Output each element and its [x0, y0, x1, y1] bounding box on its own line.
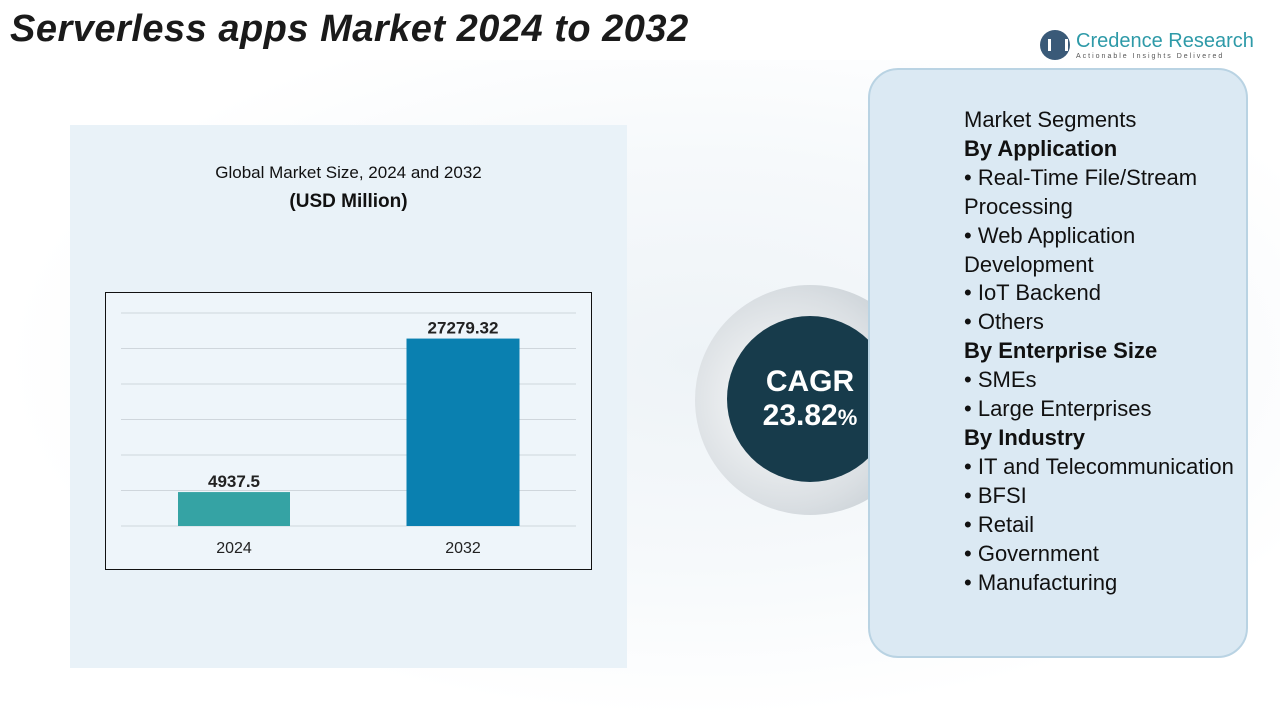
logo-icon: [1040, 30, 1070, 60]
chart-title: Global Market Size, 2024 and 2032: [215, 163, 482, 182]
segment-item: • Manufacturing: [964, 569, 1244, 598]
chart-box: 4937.5 2024 27279.32 2032: [105, 292, 592, 570]
segment-group-title: By Application: [964, 135, 1118, 161]
segments-list: Market Segments By Application • Real-Tim…: [964, 106, 1244, 597]
bullet-icon: •: [964, 511, 978, 537]
bullet-icon: •: [964, 367, 978, 393]
segment-group-title: By Industry: [964, 424, 1086, 450]
bullet-icon: •: [964, 396, 978, 422]
segment-item-label: SMEs: [977, 367, 1037, 393]
bullet-icon: •: [964, 309, 978, 335]
x-tick-label: 2032: [445, 540, 481, 557]
chart-subtitle: (USD Million): [289, 191, 408, 212]
bullet-icon: •: [964, 164, 978, 190]
bar-2024: [178, 492, 290, 526]
segment-item-label: Others: [977, 309, 1044, 335]
segment-item: • Real-Time File/Stream Processing: [964, 164, 1244, 222]
segment-item-label: Large Enterprises: [977, 396, 1152, 422]
segment-item: • Large Enterprises: [964, 395, 1244, 424]
cagr-label: CAGR: [765, 365, 855, 398]
segment-item-label: Retail: [977, 511, 1035, 537]
chart-panel: Global Market Size, 2024 and 2032 (USD M…: [70, 125, 627, 668]
bullet-icon: •: [964, 569, 978, 595]
segment-item: • IoT Backend: [964, 279, 1244, 308]
segment-item-label: IoT Backend: [977, 280, 1101, 306]
segment-item: • IT and Telecommunication: [964, 453, 1244, 482]
segment-item-label: IT and Telecommunication: [977, 453, 1234, 479]
segment-group-title: By Enterprise Size: [964, 338, 1158, 364]
segment-item-label: BFSI: [977, 482, 1027, 508]
logo-tagline: Actionable Insights Delivered: [1076, 53, 1225, 60]
page-title: Serverless apps Market 2024 to 2032: [10, 8, 689, 50]
logo: Credence Research Actionable Insights De…: [1040, 30, 1254, 60]
segment-item: • Others: [964, 308, 1244, 337]
x-tick-label: 2024: [216, 540, 252, 557]
segment-item: • Web Application Development: [964, 222, 1244, 280]
segments-heading: Market Segments: [964, 107, 1137, 132]
cagr-value: 23.82: [762, 399, 838, 432]
segment-item-label: Real-Time File/Stream Processing: [964, 164, 1198, 219]
segment-item: • Retail: [964, 511, 1244, 540]
bullet-icon: •: [964, 540, 978, 566]
bar-2032: [406, 338, 520, 526]
bullet-icon: •: [964, 453, 978, 479]
data-label: 27279.32: [428, 319, 499, 338]
bar-chart: 4937.5 2024 27279.32 2032: [121, 312, 576, 557]
segment-item: • BFSI: [964, 482, 1244, 511]
segment-item: • SMEs: [964, 366, 1244, 395]
cagr-badge: CAGR 23.82%: [727, 316, 893, 482]
bullet-icon: •: [964, 482, 978, 508]
data-label: 4937.5: [208, 472, 260, 491]
bullet-icon: •: [964, 280, 978, 306]
segment-item: • Government: [964, 540, 1244, 569]
segment-item-label: Government: [977, 540, 1099, 566]
segments-panel: Market Segments By Application • Real-Tim…: [868, 68, 1248, 658]
cagr-unit: %: [837, 405, 858, 430]
segment-item-label: Web Application Development: [964, 222, 1136, 277]
bullet-icon: •: [964, 222, 978, 248]
segment-item-label: Manufacturing: [977, 569, 1118, 595]
logo-name: Credence Research: [1076, 30, 1254, 52]
